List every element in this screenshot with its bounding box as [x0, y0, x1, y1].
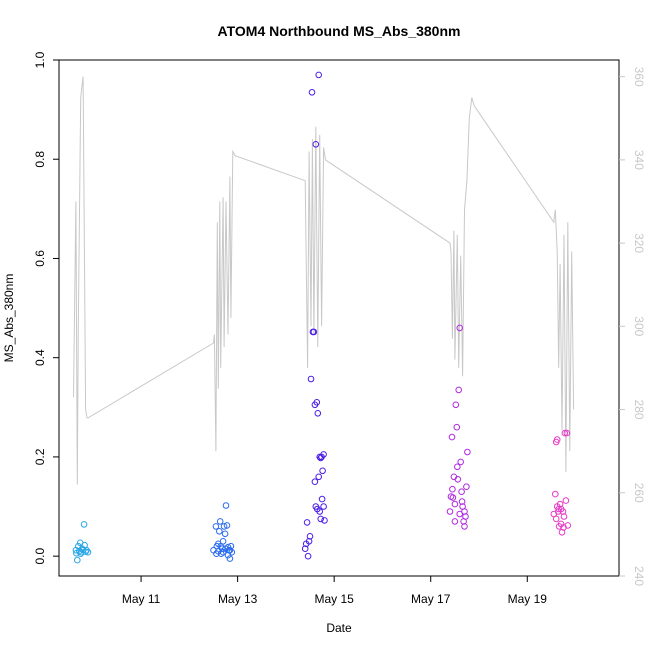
data-point: [74, 556, 81, 564]
data-point: [461, 523, 468, 530]
right-y-tick-label: 280: [632, 400, 646, 420]
y-tick-label: 0.0: [33, 547, 47, 564]
right-y-tick-label: 320: [632, 233, 646, 253]
right-y-tick-label: 360: [632, 67, 646, 87]
data-point: [318, 495, 326, 503]
data-point: [315, 473, 323, 481]
x-tick-label: May 15: [314, 592, 354, 606]
data-point: [304, 552, 312, 560]
y-axis-label: MS_Abs_380nm: [2, 274, 16, 363]
points-layer: [72, 71, 572, 564]
data-point: [316, 508, 324, 515]
data-point: [310, 328, 318, 336]
data-point: [223, 522, 231, 529]
data-point: [314, 410, 322, 417]
data-point: [552, 490, 559, 498]
right-y-tick-label: 260: [632, 483, 646, 503]
data-point: [562, 497, 570, 504]
data-point: [216, 518, 224, 525]
data-point: [552, 515, 560, 523]
data-point: [222, 545, 229, 553]
data-point: [226, 555, 234, 562]
data-point: [213, 550, 220, 558]
data-point: [449, 485, 456, 493]
right-y-axis: 240 260 280 300 320 340 360: [619, 67, 646, 586]
y-tick-label: 0.4: [33, 349, 47, 366]
data-point: [312, 503, 320, 510]
data-point: [320, 451, 327, 458]
data-point: [226, 546, 234, 554]
x-tick-label: May 11: [122, 592, 161, 606]
data-point: [312, 141, 320, 148]
data-point: [553, 436, 561, 443]
data-point: [321, 517, 328, 524]
data-point: [219, 538, 227, 545]
data-point: [212, 523, 220, 530]
data-point: [553, 503, 561, 510]
data-point: [83, 546, 90, 554]
data-point: [456, 324, 464, 332]
x-axis-label: Date: [326, 621, 352, 635]
y-tick-label: 0.8: [33, 151, 47, 168]
data-point: [301, 545, 309, 553]
data-point: [458, 488, 465, 496]
data-point: [463, 483, 470, 491]
chart-title: ATOM4 Northbound MS_Abs_380nm: [218, 23, 461, 39]
data-point: [446, 508, 454, 515]
data-point: [221, 530, 229, 538]
data-point: [453, 423, 461, 431]
data-point: [84, 548, 92, 556]
data-point: [73, 549, 80, 557]
data-point: [464, 448, 471, 456]
data-point: [308, 89, 316, 96]
plot-frame: [58, 59, 620, 577]
data-point: [311, 478, 319, 486]
data-point: [227, 542, 235, 550]
data-point: [451, 500, 459, 508]
data-point: [315, 71, 323, 79]
data-point: [561, 429, 569, 437]
data-point: [456, 510, 464, 518]
y-tick-label: 1.0: [33, 51, 47, 68]
x-tick-label: May 17: [411, 592, 451, 606]
data-point: [80, 521, 88, 528]
data-point: [451, 518, 459, 525]
data-point: [448, 433, 456, 441]
data-point: [457, 458, 465, 466]
data-point: [307, 375, 315, 383]
data-point: [560, 524, 567, 531]
data-point: [303, 519, 311, 526]
data-point: [319, 467, 326, 475]
right-y-tick-label: 340: [632, 150, 646, 170]
data-point: [306, 533, 314, 540]
data-point: [454, 476, 462, 483]
secondary-line-layer: [73, 76, 575, 485]
data-point: [317, 515, 325, 523]
data-point: [449, 494, 457, 501]
data-point: [563, 429, 571, 437]
y-axis: 0.0 0.2 0.4 0.6 0.8 1.0: [33, 51, 59, 564]
data-point: [320, 503, 327, 510]
data-point: [560, 513, 568, 520]
data-point: [455, 386, 463, 394]
y-tick-label: 0.6: [33, 250, 47, 267]
data-point: [313, 399, 321, 406]
data-point: [458, 498, 466, 505]
right-y-tick-label: 240: [632, 566, 646, 586]
secondary-line: [73, 76, 575, 485]
data-point: [452, 401, 460, 409]
data-point: [216, 528, 223, 535]
x-tick-label: May 19: [508, 592, 548, 606]
data-point: [222, 502, 230, 509]
data-point: [462, 513, 469, 520]
y-tick-label: 0.2: [33, 448, 47, 465]
data-point: [454, 463, 461, 471]
x-tick-label: May 13: [218, 592, 258, 606]
x-axis: May 11 May 13 May 15 May 17 May 19: [122, 576, 547, 606]
right-y-tick-label: 300: [632, 316, 646, 336]
data-point: [77, 550, 84, 558]
data-point: [220, 523, 228, 530]
